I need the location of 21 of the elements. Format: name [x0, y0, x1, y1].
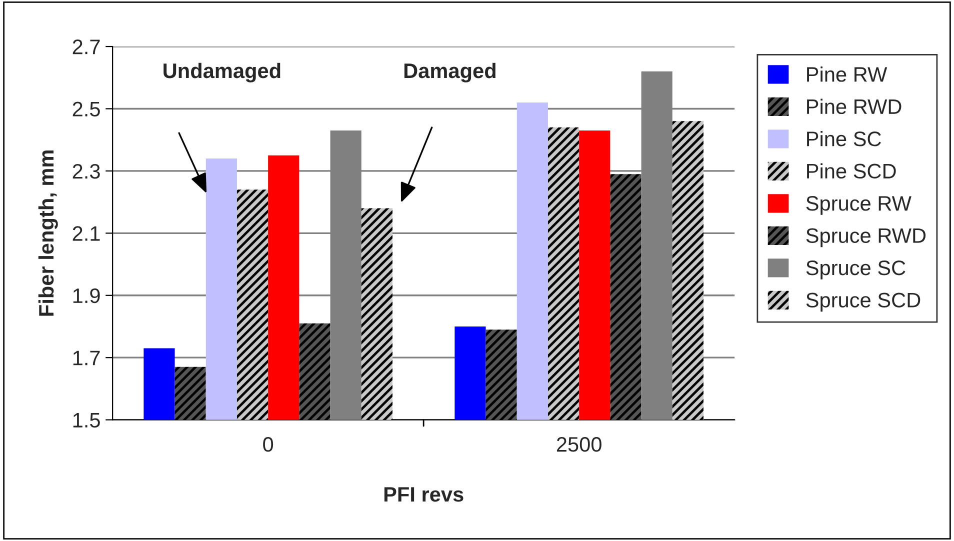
- y-tick-label: 2.1: [72, 226, 100, 241]
- y-tick-label: 2.7: [72, 40, 100, 54]
- legend-label: Pine SC: [807, 130, 881, 146]
- legend-label: Pine RWD: [807, 98, 902, 114]
- x-axis-title: PFI revs: [384, 487, 464, 502]
- x-tick-label: 0: [263, 437, 274, 452]
- x-tick-label: 2500: [556, 437, 602, 452]
- y-tick-label: 2.5: [72, 102, 100, 116]
- legend-label: Spruce RW: [806, 196, 912, 215]
- annotation: Undamaged: [164, 62, 280, 82]
- legend-label: Pine RW: [807, 66, 888, 82]
- y-tick-label: 1.9: [73, 288, 100, 304]
- y-tick-label: 2.3: [72, 164, 100, 179]
- legend-label: Spruce SC: [806, 260, 906, 280]
- legend-label: Spruce SCD: [806, 292, 920, 312]
- legend-label: Pine SCD: [807, 163, 896, 179]
- y-tick-label: 1.5: [73, 413, 100, 428]
- y-axis-title: Fiber length, mm: [38, 150, 58, 316]
- legend-label: Spruce RWD: [806, 228, 926, 248]
- annotation: Damaged: [404, 62, 496, 82]
- y-tick-label: 1.7: [73, 350, 100, 366]
